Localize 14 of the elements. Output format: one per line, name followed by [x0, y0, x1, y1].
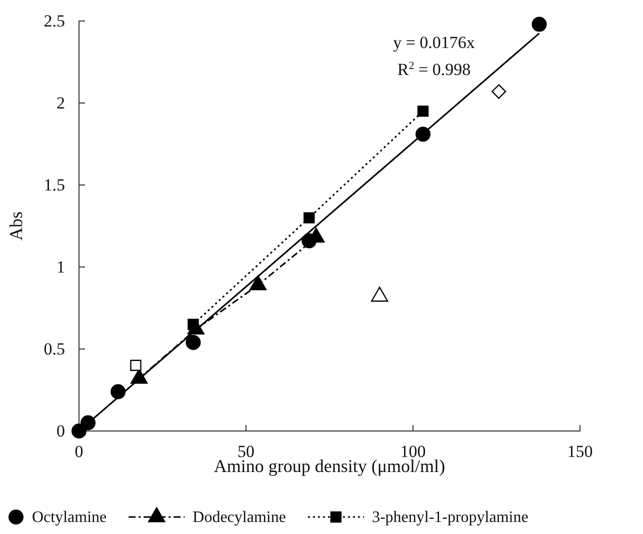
y-axis-title: Abs — [6, 211, 26, 241]
legend-label: 3-phenyl-1-propylamine — [372, 509, 528, 526]
x-tick-label: 0 — [74, 442, 84, 462]
y-tick-label: 2.5 — [44, 11, 65, 30]
legend-label: Octylamine — [32, 509, 107, 526]
annotation: R$^{2}$ = 0.998 — [397, 60, 471, 79]
y-tick-label: 0.5 — [44, 339, 65, 358]
y-tick-label: 1.5 — [44, 175, 65, 194]
x-tick-label: 150 — [567, 442, 593, 462]
legend-label: Dodecylamine — [192, 509, 286, 526]
y-tick-label: 0 — [56, 421, 65, 440]
y-tick-label: 2 — [56, 93, 65, 112]
y-tick-label: 1 — [56, 257, 65, 276]
annotation: y = 0.0176x — [393, 33, 476, 52]
